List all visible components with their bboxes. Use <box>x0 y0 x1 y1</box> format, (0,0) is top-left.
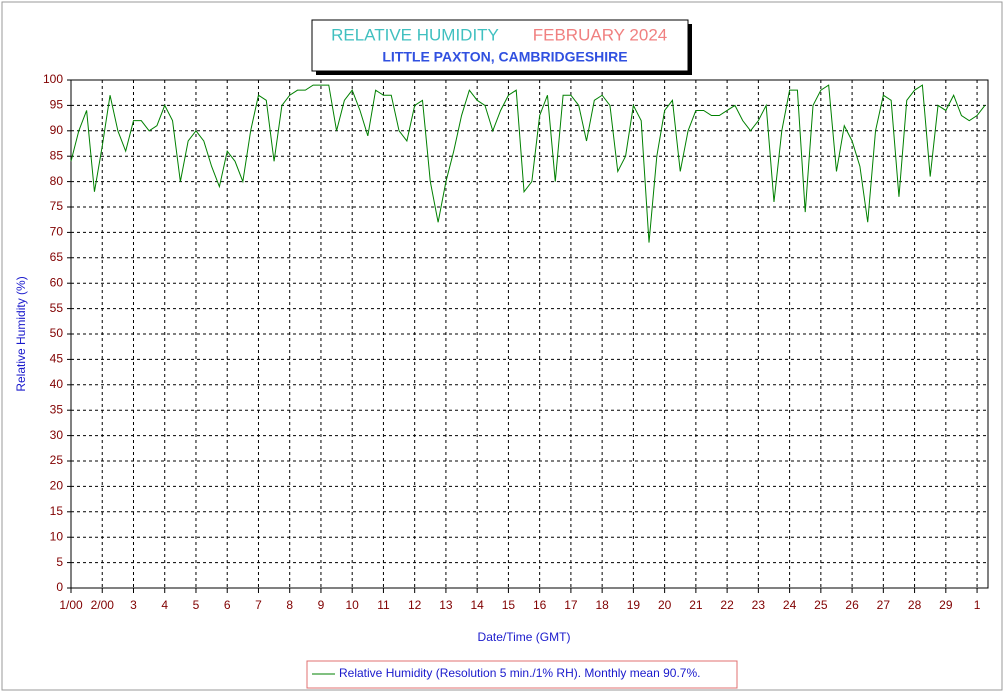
x-tick-label: 2/00 <box>91 598 115 612</box>
x-tick-label: 1 <box>974 598 981 612</box>
y-tick-label: 5 <box>56 555 63 569</box>
x-tick-label: 23 <box>752 598 766 612</box>
x-tick-label: 5 <box>193 598 200 612</box>
y-tick-label: 55 <box>50 301 64 315</box>
x-tick-label: 15 <box>502 598 516 612</box>
x-tick-label: 9 <box>318 598 325 612</box>
y-tick-label: 50 <box>50 326 64 340</box>
y-tick-label: 20 <box>50 479 64 493</box>
y-tick-label: 0 <box>56 580 63 594</box>
x-tick-label: 3 <box>130 598 137 612</box>
x-tick-label: 22 <box>720 598 734 612</box>
y-tick-label: 60 <box>50 275 64 289</box>
x-tick-label: 13 <box>439 598 453 612</box>
x-tick-label: 7 <box>255 598 262 612</box>
x-tick-label: 29 <box>939 598 953 612</box>
x-tick-label: 25 <box>814 598 828 612</box>
plot-border <box>70 79 989 589</box>
chart-subtitle: LITTLE PAXTON, CAMBRIDGESHIRE <box>382 49 627 65</box>
x-tick-label: 4 <box>161 598 168 612</box>
x-tick-label: 19 <box>627 598 641 612</box>
y-tick-label: 95 <box>50 98 64 112</box>
x-tick-label: 11 <box>377 598 390 612</box>
x-tick-label: 16 <box>533 598 547 612</box>
x-tick-label: 1/00 <box>59 598 83 612</box>
y-tick-label: 100 <box>43 72 63 86</box>
chart-title: RELATIVE HUMIDITY <box>331 25 499 44</box>
x-tick-label: 10 <box>346 598 360 612</box>
y-tick-label: 25 <box>50 453 64 467</box>
y-tick-label: 45 <box>50 352 64 366</box>
x-tick-label: 17 <box>564 598 578 612</box>
y-tick-label: 65 <box>50 250 64 264</box>
y-tick-label: 80 <box>50 174 64 188</box>
x-tick-label: 14 <box>470 598 484 612</box>
x-tick-label: 26 <box>845 598 859 612</box>
y-tick-label: 35 <box>50 402 64 416</box>
y-tick-label: 90 <box>50 123 64 137</box>
title-box <box>311 19 689 72</box>
x-tick-label: 8 <box>286 598 293 612</box>
x-tick-label: 21 <box>689 598 703 612</box>
y-axis-title: Relative Humidity (%) <box>14 276 28 391</box>
x-tick-label: 6 <box>224 598 231 612</box>
legend-label: Relative Humidity (Resolution 5 min./1% … <box>339 666 700 680</box>
y-tick-label: 30 <box>50 428 64 442</box>
data-line <box>70 84 986 243</box>
x-axis-title: Date/Time (GMT) <box>478 630 571 644</box>
x-tick-label: 24 <box>783 598 797 612</box>
x-tick-label: 12 <box>408 598 422 612</box>
y-tick-label: 75 <box>50 199 64 213</box>
y-tick-label: 10 <box>50 529 64 543</box>
x-tick-label: 27 <box>877 598 891 612</box>
x-tick-label: 28 <box>908 598 922 612</box>
legend-box <box>306 660 738 689</box>
y-tick-label: 15 <box>50 504 64 518</box>
y-tick-label: 40 <box>50 377 64 391</box>
x-tick-label: 18 <box>595 598 609 612</box>
chart-title-period: FEBRUARY 2024 <box>533 25 668 44</box>
x-tick-label: 20 <box>658 598 672 612</box>
y-tick-label: 70 <box>50 225 64 239</box>
y-tick-label: 85 <box>50 148 64 162</box>
